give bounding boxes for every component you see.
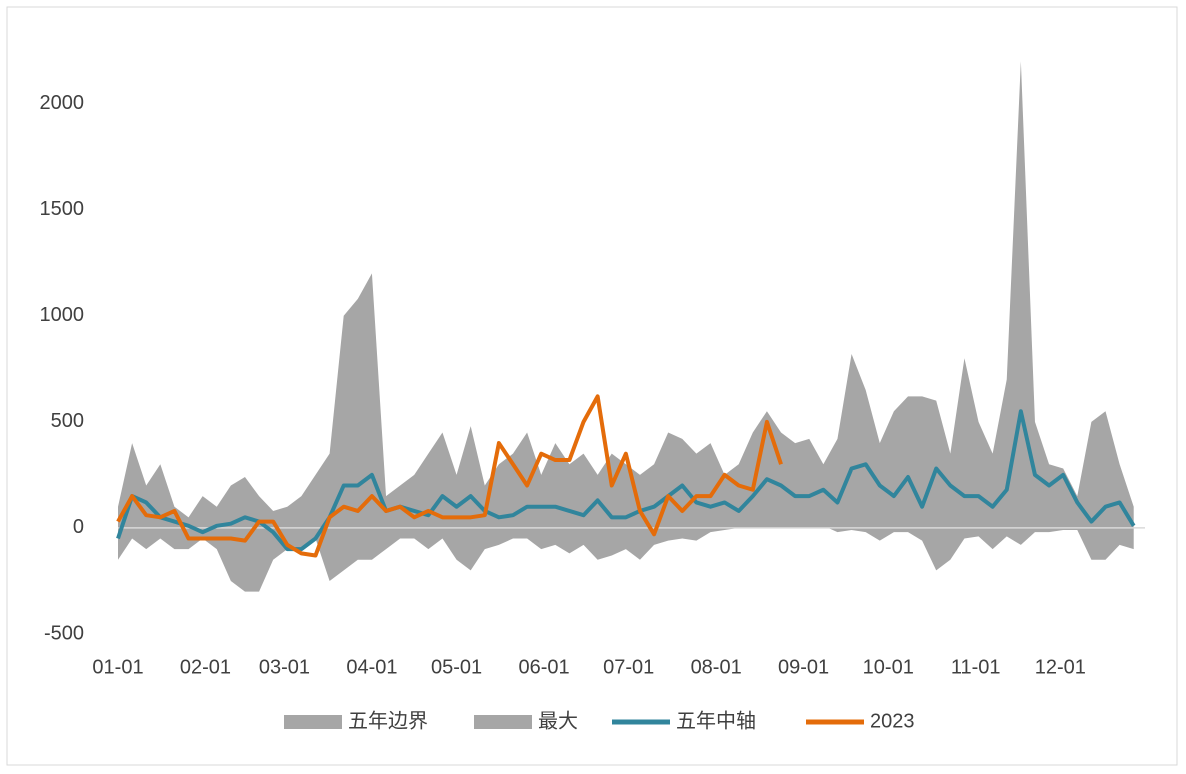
y-tick-label: -500 (44, 622, 84, 644)
legend-swatch (474, 715, 532, 729)
x-tick-label: 11-01 (951, 656, 1001, 678)
y-tick-label: 1500 (40, 198, 85, 220)
y-tick-label: 500 (51, 410, 84, 432)
line (116, 409, 1136, 552)
legend-label: 五年边界 (348, 709, 428, 732)
x-tick-label: 07-01 (603, 656, 654, 678)
legend-label: 最大 (538, 709, 578, 732)
area (118, 61, 1134, 528)
x-tick-label: 08-01 (691, 656, 742, 678)
x-tick-label: 02-01 (180, 656, 231, 678)
x-tick-label: 10-01 (863, 656, 914, 678)
x-tick-label: 09-01 (778, 656, 829, 678)
y-tick-label: 0 (73, 516, 84, 538)
legend-label: 五年中轴 (676, 709, 756, 732)
x-tick-label: 04-01 (346, 656, 397, 678)
x-tick-label: 01-01 (92, 656, 143, 678)
chart-frame (6, 6, 1178, 766)
x-tick-label: 06-01 (518, 656, 569, 678)
y-tick-label: 2000 (40, 92, 85, 114)
line (116, 394, 783, 558)
legend-swatch (284, 715, 342, 729)
x-tick-label: 05-01 (431, 656, 482, 678)
y-tick-label: 1000 (40, 304, 85, 326)
legend-label: 2023 (870, 710, 915, 732)
x-tick-label: 12-01 (1035, 656, 1086, 678)
area (118, 523, 1134, 592)
x-tick-label: 03-01 (259, 656, 310, 678)
